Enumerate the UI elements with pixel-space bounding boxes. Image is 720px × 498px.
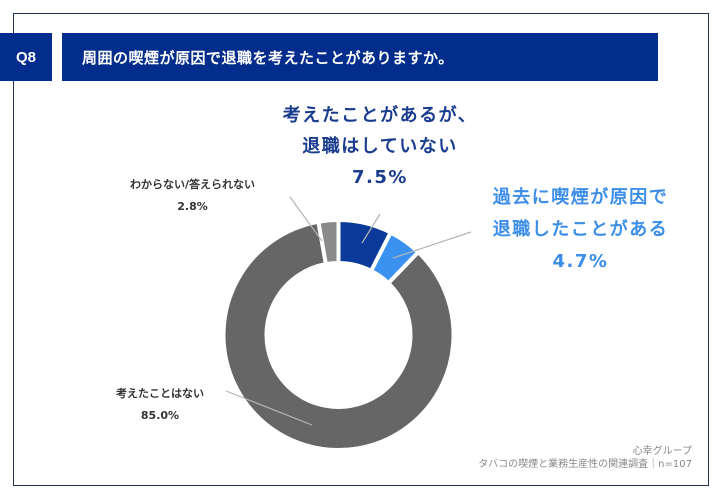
leader-line-considered: [361, 213, 381, 244]
label-never-line1: 考えたことはない: [116, 387, 204, 400]
label-considered-line2: 退職はしていない: [302, 136, 458, 157]
leader-lines: [225, 196, 472, 426]
question-number-badge: Q8: [0, 33, 52, 81]
label-never-pct: 85.0%: [140, 409, 180, 422]
label-considered: 考えたことがあるが、 退職はしていない 7.5%: [240, 100, 520, 193]
footer-source: 心幸グループ タバコの喫煙と業務生産性の関連調査｜n=107: [478, 445, 692, 471]
label-quit-line2: 退職したことがある: [492, 219, 669, 240]
label-unknown: わからない/答えられない 2.8%: [100, 174, 285, 218]
label-considered-pct: 7.5%: [352, 167, 408, 188]
label-quit-line1: 過去に喫煙が原因で: [492, 187, 669, 208]
footer-survey: タバコの喫煙と業務生産性の関連調査｜n=107: [478, 459, 692, 470]
slice-never: [221, 219, 456, 452]
label-never: 考えたことはない 85.0%: [90, 383, 230, 427]
label-quit: 過去に喫煙が原因で 退職したことがある 4.7%: [468, 182, 693, 278]
donut-slices: [221, 217, 456, 452]
slice-unknown: [316, 217, 341, 267]
label-unknown-pct: 2.8%: [177, 200, 208, 213]
leader-line-never: [225, 390, 313, 426]
label-unknown-line1: わからない/答えられない: [129, 178, 256, 191]
question-title: 周囲の喫煙が原因で退職を考えたことがありますか。: [62, 33, 658, 81]
label-quit-pct: 4.7%: [552, 251, 609, 272]
leader-line-unknown: [289, 196, 323, 242]
footer-organization: 心幸グループ: [632, 446, 692, 457]
leader-line-quit: [392, 231, 472, 259]
label-considered-line1: 考えたことがあるが、: [282, 105, 478, 126]
